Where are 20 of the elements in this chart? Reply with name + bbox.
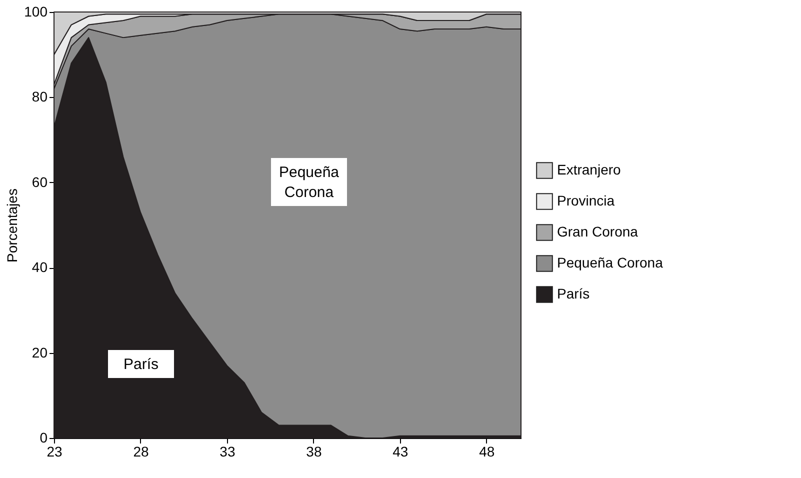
x-tick-label: 48 (479, 444, 495, 460)
y-tick-label: 40 (32, 259, 48, 276)
x-tick-label: 38 (306, 444, 322, 460)
legend-label: Provincia (557, 192, 615, 208)
y-axis-title: Porcentajes (4, 188, 20, 262)
y-tick-label: 20 (32, 344, 48, 360)
x-tick-label: 43 (392, 444, 408, 460)
y-tick-label: 60 (32, 174, 48, 190)
legend-label: Extranjero (557, 162, 622, 178)
x-tick-label: 33 (220, 444, 236, 460)
x-tick-label: 28 (133, 444, 149, 460)
y-tick-label: 100 (24, 4, 48, 20)
annotation: París (123, 356, 159, 373)
legend-label: Pequeña Corona (557, 254, 664, 270)
legend-label: París (557, 286, 590, 302)
legend-label: Gran Corona (557, 224, 638, 240)
annotation: Pequeña Corona (278, 164, 340, 201)
y-tick-label: 0 (40, 430, 48, 446)
y-tick-label: 80 (32, 88, 48, 105)
x-tick-label: 23 (46, 444, 62, 460)
